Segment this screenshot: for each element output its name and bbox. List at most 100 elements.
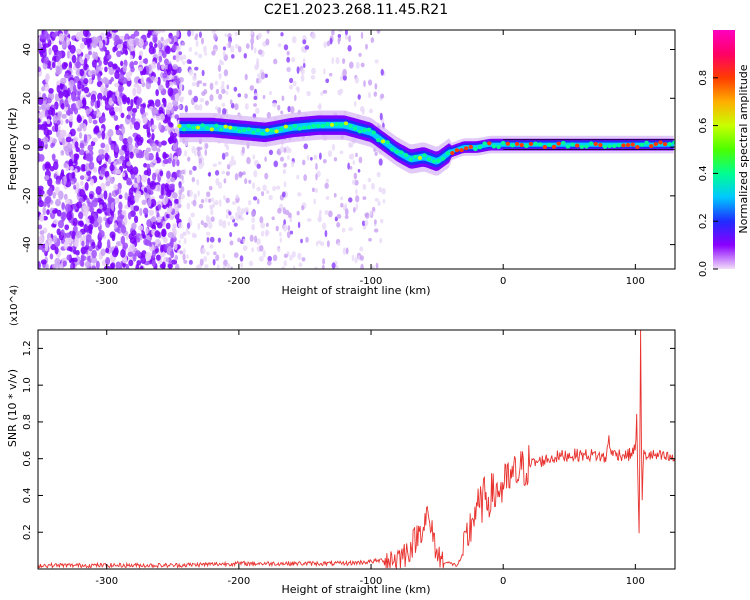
noise-blob [288, 84, 294, 90]
noise-blob [117, 96, 122, 105]
noise-blob [368, 108, 374, 114]
noise-blob [44, 110, 49, 117]
noise-blob [352, 160, 356, 165]
spectrogram-x-tick-label: 100 [626, 276, 645, 287]
ridge-peak [468, 144, 474, 149]
noise-blob [74, 141, 79, 149]
noise-blob [121, 209, 127, 216]
noise-blob [221, 170, 226, 175]
noise-blob [92, 137, 98, 143]
ridge-peak [403, 153, 409, 158]
noise-blob [347, 162, 350, 170]
noise-blob [311, 67, 316, 75]
noise-blob [119, 87, 123, 97]
noise-blob [157, 203, 162, 210]
noise-blob [42, 136, 49, 144]
noise-blob [238, 171, 243, 179]
colorbar-axis: 0.0 0.2 0.4 0.6 0.8 [698, 70, 718, 277]
noise-blob [179, 96, 185, 101]
noise-blob [88, 223, 94, 231]
noise-blob [340, 202, 344, 208]
noise-blob [321, 222, 327, 231]
noise-blob [289, 230, 294, 235]
noise-blob [44, 83, 50, 92]
noise-blob [66, 37, 71, 46]
ridge-peak [445, 151, 450, 156]
noise-blob [359, 246, 364, 252]
noise-blob [75, 31, 82, 41]
noise-blob [78, 211, 84, 220]
colorbar-gradient [713, 30, 735, 269]
noise-blob [244, 73, 248, 81]
noise-blob [61, 39, 66, 49]
noise-blob [178, 51, 183, 56]
ridge-peak [274, 129, 279, 134]
noise-blob [348, 227, 353, 232]
noise-blob [188, 169, 193, 176]
noise-blob [68, 246, 73, 252]
noise-blob [353, 100, 357, 107]
snr-x-tick-label: 0 [500, 576, 506, 587]
noise-blob [183, 237, 187, 244]
noise-blob [265, 189, 270, 195]
noise-blob [248, 260, 254, 267]
noise-blob [130, 43, 135, 52]
noise-blob [190, 212, 195, 218]
noise-blob [333, 192, 337, 198]
noise-blob [93, 167, 98, 173]
snr-series [38, 330, 675, 569]
noise-blob [118, 104, 123, 114]
noise-blob [222, 107, 227, 116]
noise-blob [210, 208, 214, 216]
noise-blob [333, 157, 338, 162]
noise-blob [162, 203, 168, 210]
noise-blob [133, 76, 140, 84]
noise-blob [71, 257, 78, 263]
noise-blob [368, 237, 372, 242]
noise-blob [264, 172, 269, 180]
snr-x-axis: -300 -200 -100 0 100 [95, 330, 645, 587]
noise-blob [88, 115, 93, 124]
noise-blob [311, 187, 316, 193]
noise-blob [259, 244, 264, 252]
noise-blob [234, 103, 239, 111]
noise-blob [214, 80, 219, 86]
noise-blob [298, 262, 303, 267]
noise-blob [283, 260, 287, 267]
noise-blob [161, 261, 166, 269]
noise-blob [249, 234, 254, 242]
noise-blob [167, 263, 173, 269]
noise-blob [133, 60, 139, 66]
noise-blob [41, 86, 46, 92]
noise-blob [250, 37, 255, 45]
ridge-peak [644, 140, 649, 145]
snr-x-tick-label: -100 [360, 576, 383, 587]
noise-blob [118, 134, 123, 142]
noise-blob [165, 257, 170, 263]
noise-blob [374, 59, 379, 64]
noise-blob [67, 96, 72, 103]
noise-blob [264, 156, 267, 162]
noise-blob [262, 184, 267, 192]
noise-blob [233, 222, 238, 227]
noise-blob [151, 124, 157, 130]
noise-blob [126, 180, 133, 186]
noise-blob [281, 266, 285, 269]
noise-blob [217, 181, 223, 189]
noise-blob [223, 178, 227, 184]
ridge-peak [325, 122, 330, 127]
noise-blob [97, 154, 102, 162]
noise-blob [186, 59, 192, 65]
noise-blob [110, 201, 115, 211]
noise-blob [145, 147, 151, 153]
noise-blob [52, 153, 56, 162]
noise-blob [273, 160, 279, 168]
noise-blob [222, 221, 227, 229]
noise-blob [52, 138, 57, 144]
ridge-peak [348, 123, 353, 128]
noise-blob [147, 99, 154, 105]
noise-blob [318, 212, 322, 220]
ridge-peak [431, 159, 437, 164]
noise-blob [283, 253, 289, 259]
